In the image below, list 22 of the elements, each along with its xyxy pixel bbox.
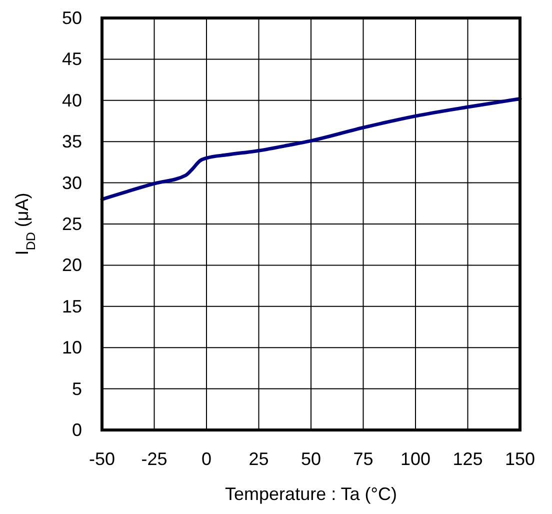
- y-tick-label: 40: [62, 90, 82, 110]
- x-tick-label: 75: [353, 449, 374, 469]
- y-tick-label: 30: [62, 172, 82, 193]
- x-tick-label: 125: [452, 449, 483, 469]
- x-tick-label: -50: [88, 449, 116, 469]
- y-tick-label: 35: [62, 132, 82, 152]
- x-tick-label: 50: [300, 449, 322, 469]
- y-tick-label: 20: [62, 255, 82, 276]
- line-series: [100, 97, 522, 202]
- y-tick-label: 0: [72, 420, 82, 440]
- y-tick-label: 45: [62, 49, 82, 70]
- x-tick-label: 150: [504, 449, 536, 469]
- x-tick-label: 100: [400, 449, 431, 469]
- y-tick-label: 10: [62, 338, 82, 358]
- x-tick-label: -25: [141, 449, 168, 469]
- y-tick-label: 50: [62, 8, 82, 28]
- y-tick-label: 25: [62, 214, 82, 234]
- y-tick-label: 5: [72, 378, 82, 399]
- x-axis-title: Temperature : Ta (°C): [225, 484, 397, 504]
- x-tick-label: 0: [201, 449, 212, 469]
- y-tick-label: 15: [62, 296, 82, 316]
- x-tick-label: 25: [248, 449, 269, 469]
